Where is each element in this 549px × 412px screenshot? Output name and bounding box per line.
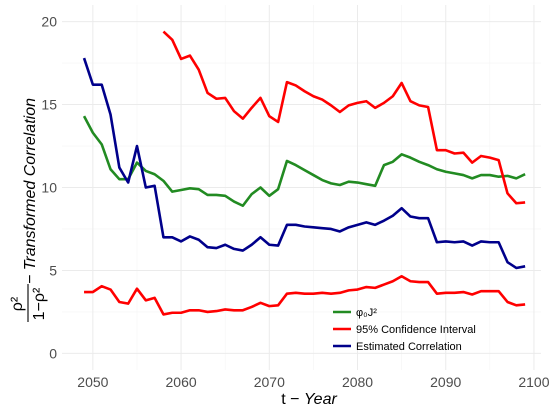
legend-item-phi: φ₀J² (333, 307, 377, 319)
y-axis-title-suffix: − Transformed Correlation (22, 98, 39, 284)
x-tick-labels: 2050 2060 2070 2080 2090 2100 (77, 374, 549, 390)
legend-item-confidence-interval: 95% Confidence Interval (333, 324, 476, 336)
x-tick-label: 2100 (518, 374, 549, 390)
y-axis-fraction-numerator: ρ² (9, 296, 26, 311)
grid (62, 5, 541, 370)
y-tick-label: 10 (41, 180, 57, 196)
series-line-phi (82, 115, 526, 208)
y-tick-labels: 0 5 10 15 20 (41, 14, 57, 362)
legend-label-phi: φ₀J² (356, 307, 377, 319)
series-line-ci-upper (162, 30, 526, 205)
y-tick-label: 5 (49, 262, 57, 278)
legend: φ₀J² 95% Confidence Interval Estimated C… (333, 307, 476, 353)
y-tick-label: 0 (49, 345, 57, 361)
y-tick-label: 15 (41, 97, 57, 113)
y-axis-fraction-denominator: 1−ρ² (31, 287, 48, 320)
x-tick-label: 2080 (342, 374, 373, 390)
series-layer (82, 30, 526, 316)
x-axis-title: t − Year (281, 391, 337, 408)
series-line-ci-lower (84, 274, 526, 316)
x-tick-label: 2050 (77, 374, 108, 390)
x-axis-title-italic: Year (304, 391, 338, 408)
series-line-estimated-correlation (82, 57, 526, 270)
y-tick-label: 20 (41, 14, 57, 30)
legend-label-confidence-interval: 95% Confidence Interval (356, 324, 476, 336)
x-tick-label: 2070 (254, 374, 285, 390)
x-tick-label: 2060 (166, 374, 197, 390)
x-tick-label: 2090 (430, 374, 461, 390)
legend-label-estimated-correlation: Estimated Correlation (356, 341, 462, 353)
y-axis-title: ρ² 1−ρ² − Transformed Correlation (9, 98, 48, 322)
legend-item-estimated-correlation: Estimated Correlation (333, 341, 462, 353)
x-axis-title-prefix: t − (281, 391, 304, 408)
